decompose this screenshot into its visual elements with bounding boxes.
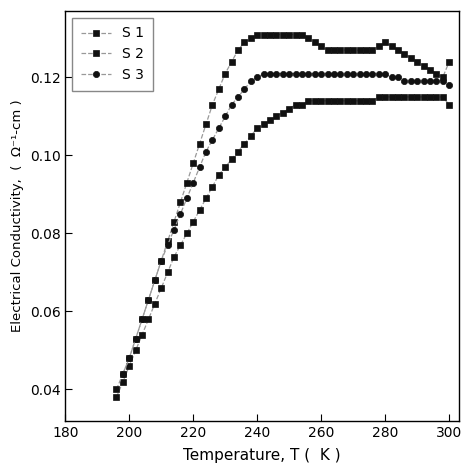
S 1: [203, 195, 209, 201]
S 2: [114, 387, 119, 392]
S 2: [331, 47, 337, 53]
Line: S 3: S 3: [120, 71, 452, 377]
S 1: [306, 98, 311, 104]
S 2: [312, 39, 318, 45]
S 1: [370, 98, 375, 104]
S 3: [447, 82, 452, 88]
S 2: [447, 59, 452, 64]
S 2: [203, 121, 209, 127]
S 1: [325, 98, 330, 104]
X-axis label: Temperature, T (  K ): Temperature, T ( K ): [183, 448, 341, 463]
S 3: [146, 297, 151, 302]
S 2: [319, 44, 324, 49]
Legend: S 1, S 2, S 3: S 1, S 2, S 3: [72, 18, 153, 91]
Y-axis label: Electrical Conductivity,  (  Ω⁻¹-cm ): Electrical Conductivity, ( Ω⁻¹-cm ): [11, 100, 24, 332]
Line: S 1: S 1: [113, 94, 452, 401]
S 3: [427, 79, 433, 84]
S 3: [325, 71, 330, 76]
S 1: [447, 102, 452, 108]
S 3: [337, 71, 343, 76]
Line: S 2: S 2: [113, 31, 452, 392]
S 1: [376, 94, 382, 100]
S 3: [261, 71, 266, 76]
S 2: [414, 59, 420, 64]
S 3: [280, 71, 286, 76]
S 3: [235, 94, 241, 100]
S 2: [376, 44, 382, 49]
S 3: [120, 371, 126, 377]
S 1: [114, 394, 119, 400]
S 1: [312, 98, 318, 104]
S 2: [255, 32, 260, 37]
S 1: [414, 94, 420, 100]
